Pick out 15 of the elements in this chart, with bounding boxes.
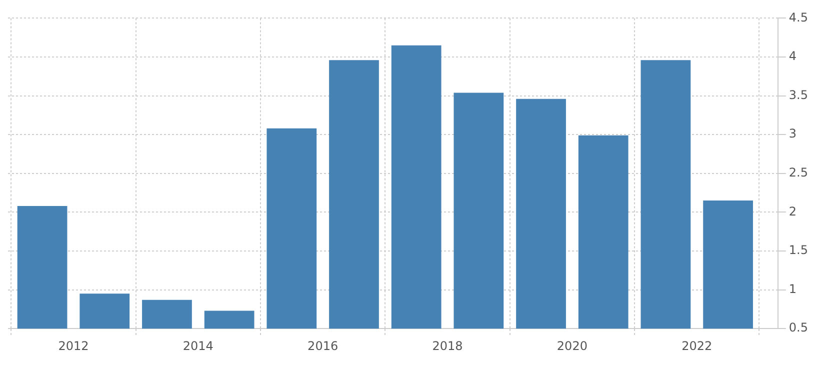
- x-tick-label: 2012: [58, 338, 89, 353]
- x-tick-label: 2020: [556, 338, 588, 353]
- y-tick-label: 4: [788, 49, 797, 64]
- y-tick-label: 3.5: [788, 88, 808, 102]
- y-tick-label: 1.5: [788, 243, 808, 258]
- y-tick-label: 0.5: [788, 320, 808, 335]
- x-tick-label: 2016: [308, 338, 338, 353]
- y-tick-label: 2.5: [788, 166, 808, 180]
- y-tick-label: 2: [788, 204, 797, 218]
- x-tick-label: 2018: [432, 338, 463, 353]
- y-tick-label: 1: [788, 282, 797, 296]
- x-tick-label: 2022: [682, 338, 712, 353]
- x-tick-label: 2014: [182, 338, 214, 353]
- y-tick-label: 4.5: [788, 10, 808, 24]
- y-tick-label: 3: [788, 126, 797, 141]
